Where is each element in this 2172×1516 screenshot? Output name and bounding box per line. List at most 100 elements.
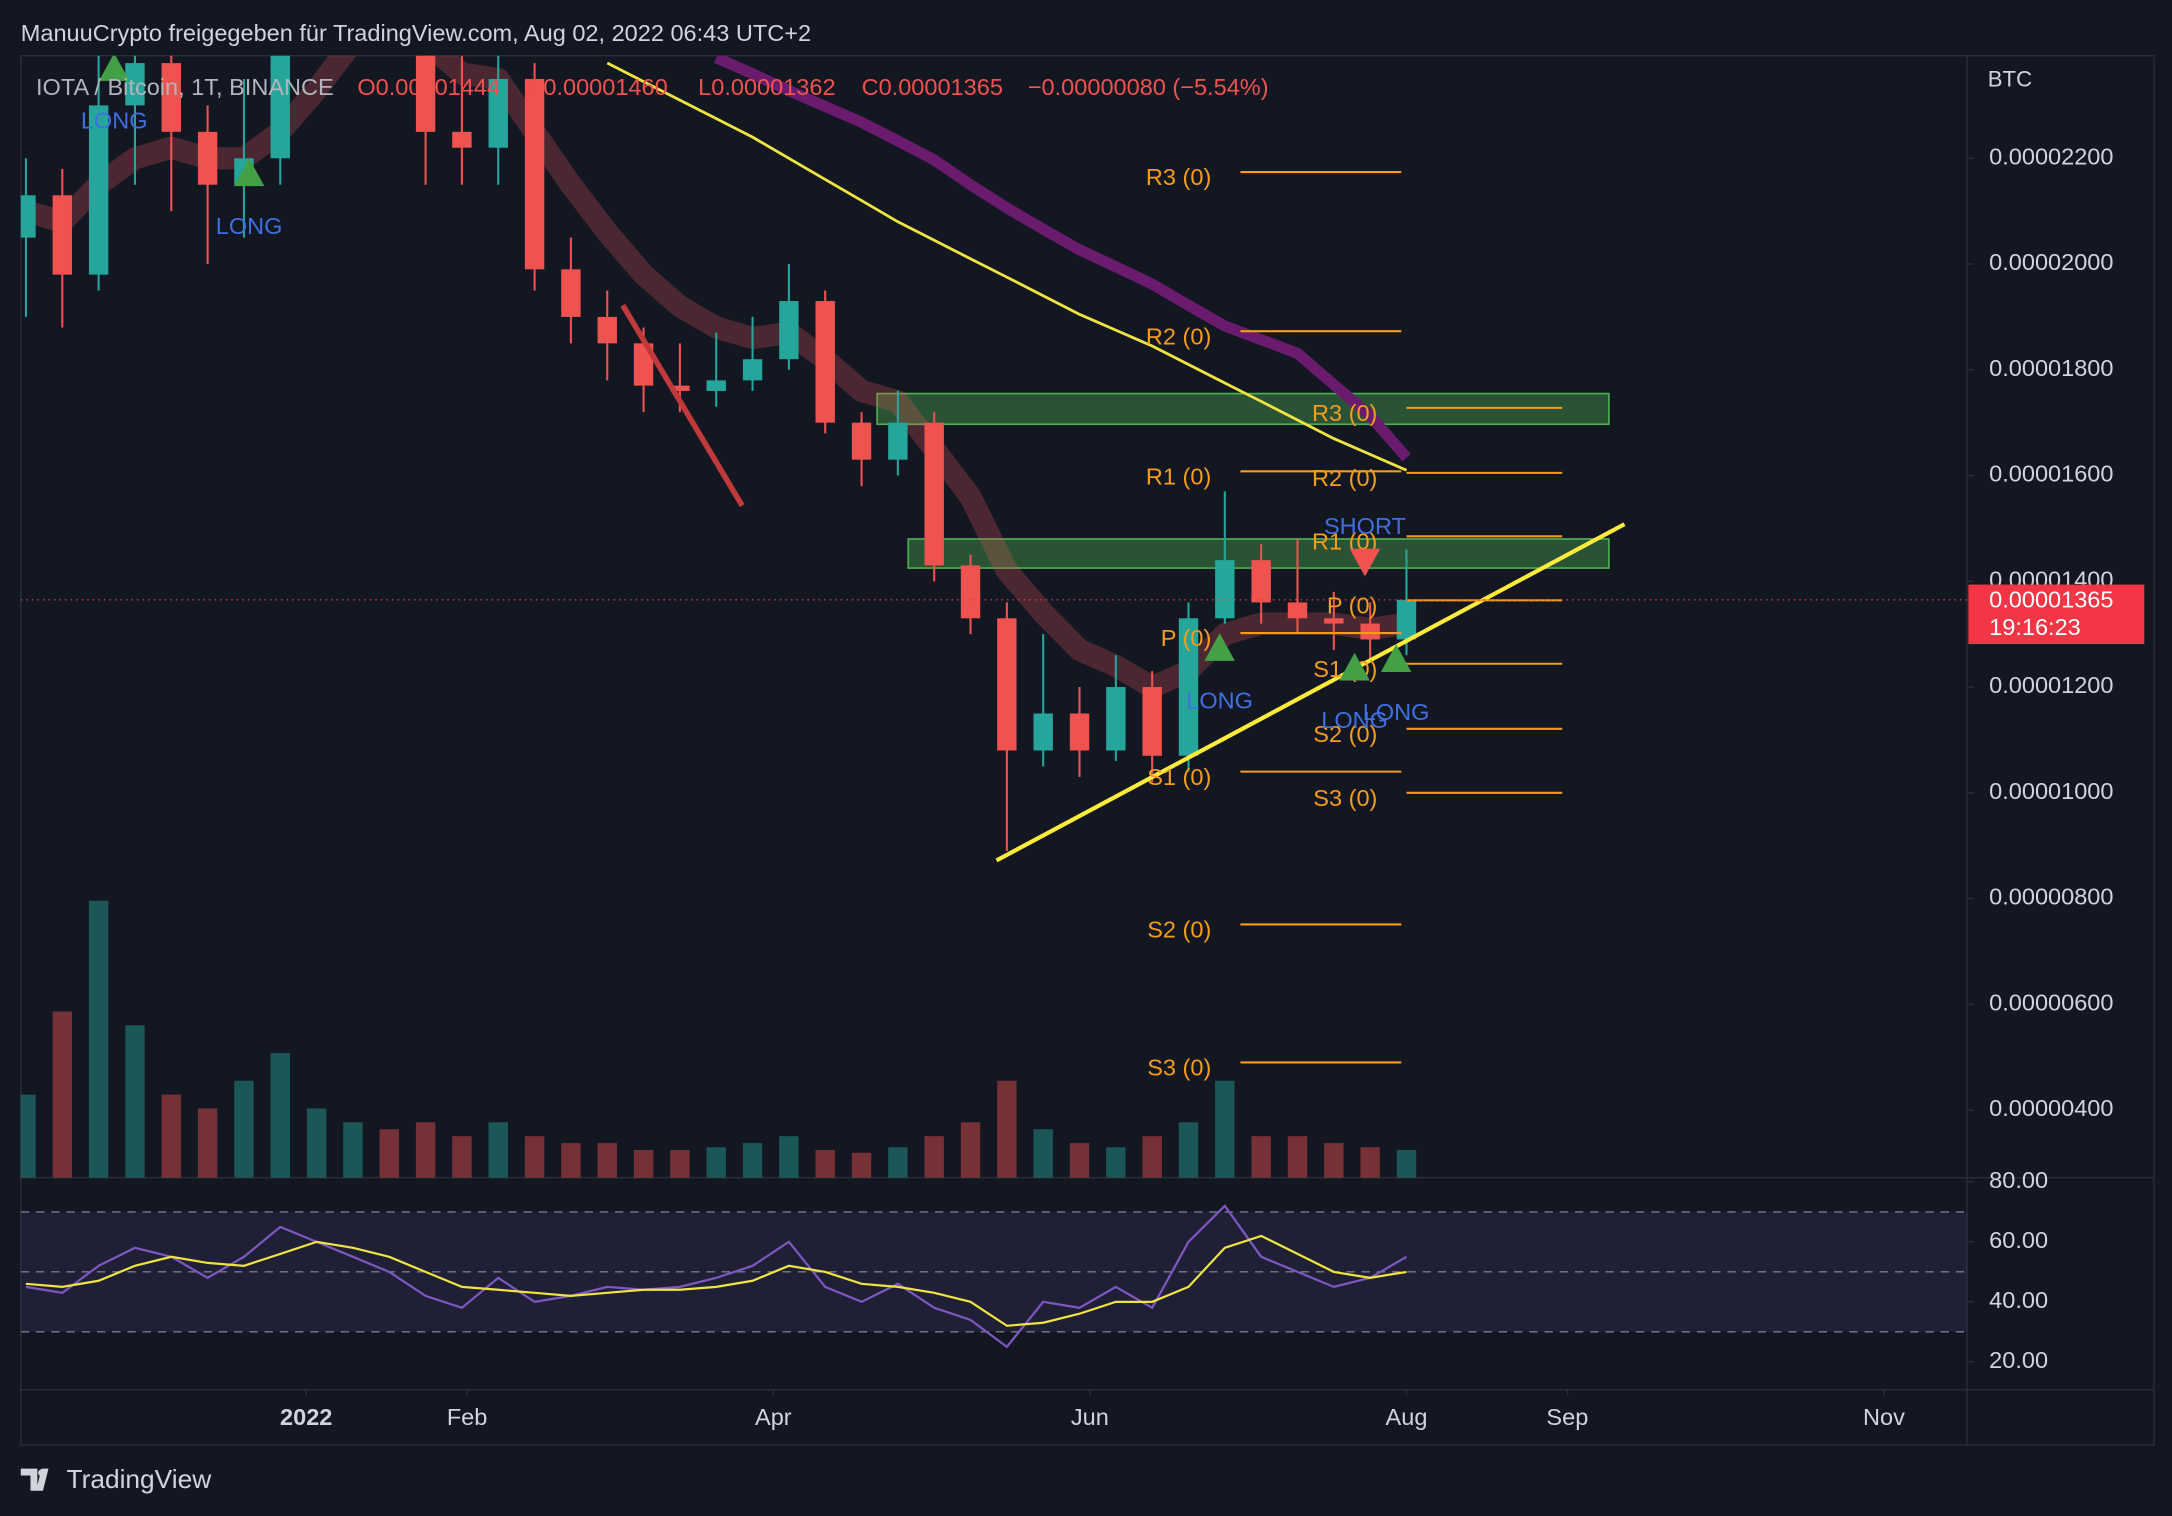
- pivot-label: S2 (0): [1313, 721, 1377, 747]
- candle-body: [270, 55, 290, 159]
- pivot-label: P (0): [1161, 625, 1212, 651]
- candle-body: [524, 78, 545, 270]
- volume-bar: [452, 1136, 472, 1178]
- change: −0.00000080 (−5.54%): [1028, 74, 1269, 100]
- signal-marker: [98, 55, 130, 81]
- volume-bar: [960, 1122, 981, 1178]
- header: ManuuCrypto freigegeben für TradingView.…: [21, 20, 811, 46]
- signal-marker: [1204, 633, 1235, 661]
- close: C0.00001365: [862, 74, 1003, 100]
- volume-bar: [888, 1147, 908, 1178]
- volume-bar: [670, 1150, 690, 1178]
- signal-label: LONG: [1363, 699, 1430, 725]
- candle-body: [1287, 602, 1308, 619]
- x-tick-label: Apr: [755, 1404, 792, 1430]
- candle-body: [1142, 687, 1162, 756]
- currency: BTC: [1988, 66, 2032, 91]
- volume-bar: [524, 1136, 545, 1178]
- volume-bar: [1033, 1129, 1053, 1178]
- signal-label: LONG: [81, 108, 148, 134]
- rsi-pane: [20, 1204, 1967, 1349]
- volume-bar: [161, 1094, 181, 1178]
- pivot-label: S3 (0): [1313, 785, 1377, 811]
- signal-marker: [1380, 644, 1412, 673]
- trend-line: [995, 522, 1626, 863]
- candle-body: [52, 195, 72, 275]
- candle-body: [779, 301, 799, 360]
- x-tick-label: Sep: [1546, 1404, 1588, 1430]
- high: H0.00001460: [526, 74, 667, 100]
- volume-bar: [997, 1080, 1017, 1178]
- volume-bar: [488, 1122, 508, 1178]
- volume-bar: [597, 1143, 617, 1178]
- zone: [876, 392, 1610, 426]
- signal-label: LONG: [216, 213, 283, 239]
- legend: IOTA / Bitcoin, 1T, BINANCE O0.00001444 …: [36, 74, 1269, 100]
- candle-body: [20, 195, 36, 238]
- rsi-tick-label: 20.00: [1989, 1347, 2048, 1373]
- frame: [20, 55, 2155, 1446]
- volume-bar: [1251, 1136, 1271, 1178]
- x-tick-label: Feb: [447, 1404, 488, 1430]
- candle-body: [415, 55, 436, 132]
- candle-body: [1360, 623, 1380, 640]
- volume-bar: [125, 1025, 145, 1178]
- signal-marker: [233, 158, 265, 187]
- volume-bar: [379, 1129, 399, 1178]
- y-tick-label: 0.00000400: [1989, 1095, 2113, 1121]
- volume-bar: [706, 1147, 726, 1178]
- pivot-label: R1 (0): [1146, 463, 1211, 489]
- volume-bar: [52, 1011, 72, 1178]
- volume-bar: [20, 1094, 36, 1178]
- candle-body: [88, 105, 109, 275]
- candle-body: [452, 131, 472, 148]
- y-tick-label: 0.00000600: [1989, 990, 2113, 1016]
- volume-bar: [779, 1136, 799, 1178]
- candle-body: [1215, 560, 1235, 619]
- rsi-line: [25, 1204, 1408, 1349]
- volume-bar: [742, 1143, 763, 1178]
- volume-bar: [924, 1136, 944, 1178]
- x-tick-label: 2022: [280, 1404, 332, 1430]
- y-tick-label: 0.00002000: [1989, 249, 2113, 275]
- volume-bar: [270, 1053, 290, 1178]
- footer: TradingView: [66, 1464, 212, 1494]
- symbol: IOTA / Bitcoin, 1T, BINANCE: [36, 74, 334, 100]
- price-tag-countdown: 19:16:23: [1989, 614, 2081, 640]
- y-tick-label: 0.00001200: [1989, 672, 2113, 698]
- volume-bar: [343, 1122, 363, 1178]
- candle-body: [997, 618, 1017, 751]
- price-pane: R3 (0) R2 (0) R1 (0) P (0) S1 (0) S2 (0) S3 (0…: [20, 55, 1967, 1178]
- pivot-label: S3 (0): [1147, 1055, 1211, 1081]
- candle-body: [851, 422, 872, 460]
- volume-bar: [1069, 1143, 1090, 1178]
- y-tick-label: 0.00001000: [1989, 778, 2113, 804]
- pivot-label: R2 (0): [1146, 323, 1211, 349]
- candle-body: [1106, 687, 1126, 751]
- rsi-tick-label: 40.00: [1989, 1287, 2048, 1313]
- candle-body: [1033, 713, 1053, 751]
- volume-bar: [851, 1152, 872, 1178]
- candle-body: [924, 422, 944, 566]
- rsi-tick-label: 80.00: [1989, 1167, 2048, 1193]
- volume-bar: [1396, 1150, 1417, 1178]
- candle-body: [815, 301, 835, 423]
- volume-bar: [88, 900, 109, 1178]
- volume-bar: [1360, 1147, 1380, 1178]
- x-tick-label: Nov: [1863, 1404, 1905, 1430]
- volume-bar: [197, 1108, 218, 1178]
- volume-bar: [1106, 1147, 1126, 1178]
- candle-body: [597, 316, 617, 344]
- volume-bar: [1324, 1143, 1344, 1178]
- candle-body: [488, 78, 508, 148]
- pivot-label: S1 (0): [1147, 764, 1211, 790]
- ema-ribbon: [22, 55, 1409, 699]
- volume-bar: [815, 1150, 835, 1178]
- open: O0.00001444: [357, 74, 500, 100]
- candle-body: [1178, 618, 1199, 756]
- y-tick-label: 0.00002200: [1989, 143, 2113, 169]
- signal-label: LONG: [1186, 688, 1253, 714]
- y-tick-label: 0.00000800: [1989, 884, 2113, 910]
- volume-bar: [1178, 1122, 1199, 1178]
- trend-line: [620, 303, 745, 508]
